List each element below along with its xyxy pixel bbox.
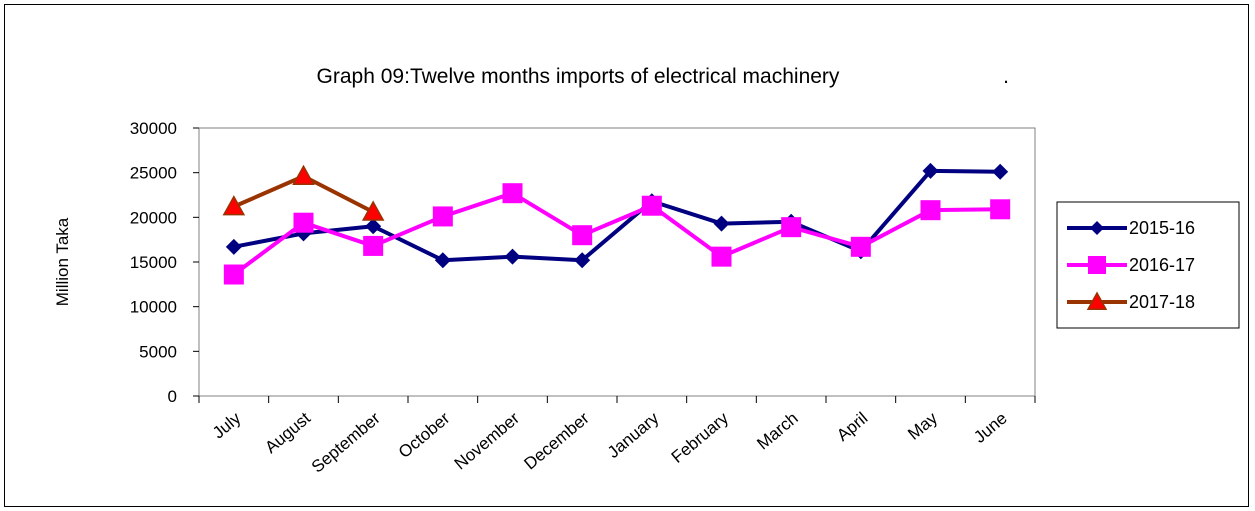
data-point — [222, 195, 246, 216]
x-tick-label: May — [904, 408, 941, 444]
y-tick-label: 10000 — [130, 298, 177, 317]
data-point — [781, 217, 802, 238]
x-tick-label: June — [970, 409, 1010, 447]
y-tick-label: 30000 — [130, 119, 177, 138]
legend-label: 2015-16 — [1129, 218, 1195, 238]
series-line — [233, 168, 1001, 263]
chart-title-suffix: . — [1003, 65, 1009, 88]
data-point — [922, 162, 939, 179]
legend-label: 2016-17 — [1129, 255, 1195, 275]
data-point — [432, 206, 453, 227]
x-tick-label: September — [308, 408, 384, 476]
data-point — [293, 212, 314, 233]
data-point — [992, 163, 1009, 180]
data-point — [225, 238, 242, 255]
legend-marker — [1086, 291, 1108, 310]
legend-marker — [1090, 221, 1104, 235]
x-tick-label: August — [261, 408, 314, 457]
x-tick-label: October — [395, 408, 454, 462]
data-point — [223, 264, 244, 285]
series-line — [232, 191, 1001, 277]
x-tick-label: December — [520, 408, 593, 473]
chart-title: Graph 09:Twelve months imports of electr… — [317, 65, 840, 88]
legend-marker — [1088, 256, 1106, 274]
x-tick-label: March — [753, 409, 801, 454]
legend: 2015-16 2016-17 2017-18 — [1056, 201, 1240, 329]
data-point — [574, 252, 591, 269]
x-tick-label: November — [451, 408, 524, 473]
y-tick-label: 0 — [168, 387, 177, 406]
series-layer — [222, 162, 1011, 285]
data-point — [713, 215, 730, 232]
x-tick-label: January — [604, 408, 663, 462]
data-point — [502, 183, 523, 204]
series-2016-17 — [223, 183, 1011, 285]
plot-area — [198, 127, 1036, 397]
y-tick-label: 25000 — [130, 164, 177, 183]
legend-label: 2017-18 — [1129, 292, 1195, 312]
data-point — [292, 164, 315, 185]
y-tick-label: 20000 — [130, 208, 177, 227]
data-point — [363, 235, 384, 256]
data-point — [641, 195, 662, 216]
data-point — [365, 218, 382, 235]
x-tick-label: February — [668, 408, 733, 467]
data-point — [920, 200, 941, 221]
y-axis-label: Million Taka — [53, 217, 72, 306]
x-tick-label: July — [209, 408, 245, 442]
data-point — [572, 225, 593, 246]
legend-item: 2015-16 — [1067, 218, 1195, 238]
data-point — [434, 252, 451, 269]
x-tick-label: April — [833, 409, 871, 445]
legend-item: 2017-18 — [1067, 291, 1195, 312]
y-tick-label: 5000 — [139, 342, 177, 361]
data-point — [990, 199, 1011, 220]
data-point — [711, 246, 732, 267]
data-point — [361, 200, 385, 221]
data-point — [850, 236, 871, 257]
y-tick-label: 15000 — [130, 253, 177, 272]
legend-item: 2016-17 — [1067, 255, 1195, 275]
series-2017-18 — [222, 164, 385, 221]
data-point — [504, 248, 521, 265]
